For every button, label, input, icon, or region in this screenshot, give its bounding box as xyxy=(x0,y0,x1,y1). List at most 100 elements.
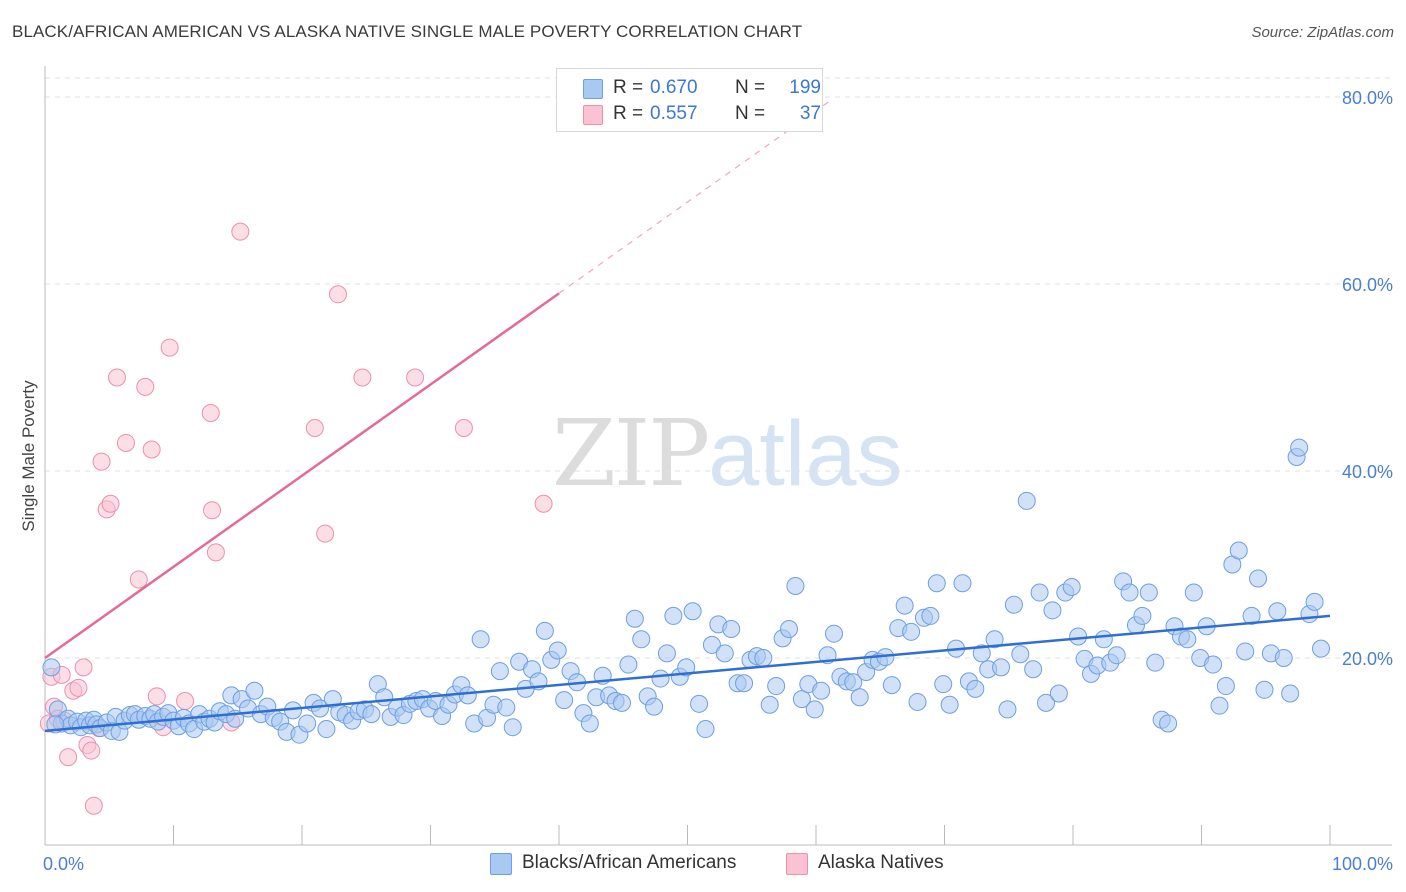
data-point xyxy=(1204,655,1223,674)
y-tick-label: 60.0% xyxy=(1342,275,1393,295)
data-point xyxy=(664,606,683,625)
data-point xyxy=(1242,606,1261,625)
data-point xyxy=(362,705,381,724)
data-point xyxy=(953,574,972,593)
data-point xyxy=(683,602,702,621)
data-point xyxy=(1268,602,1287,621)
data-point xyxy=(657,644,676,663)
data-point xyxy=(458,686,477,705)
data-point xyxy=(812,681,831,700)
chart-title: BLACK/AFRICAN AMERICAN VS ALASKA NATIVE … xyxy=(12,22,803,41)
x-tick-label: 0.0% xyxy=(43,854,84,874)
data-point xyxy=(231,222,250,241)
data-point xyxy=(1133,606,1152,625)
data-point xyxy=(786,577,805,596)
data-point xyxy=(203,501,222,520)
data-point xyxy=(940,695,959,714)
data-point xyxy=(129,570,148,589)
data-point xyxy=(702,635,721,654)
data-point xyxy=(908,692,927,711)
data-point xyxy=(1159,714,1178,733)
data-point xyxy=(116,433,135,452)
data-point xyxy=(454,418,473,437)
data-point xyxy=(625,609,644,628)
data-point xyxy=(998,700,1017,719)
data-point xyxy=(767,677,786,696)
data-point xyxy=(805,700,824,719)
data-point xyxy=(1017,491,1036,510)
data-point xyxy=(497,698,516,717)
data-point xyxy=(1139,583,1158,602)
data-point xyxy=(1120,583,1139,602)
data-point xyxy=(850,688,869,707)
data-point xyxy=(1281,684,1300,703)
data-point xyxy=(632,630,651,649)
data-point xyxy=(298,714,317,733)
data-point xyxy=(490,662,509,681)
data-point xyxy=(612,693,631,712)
data-point xyxy=(82,741,101,760)
data-point xyxy=(160,338,179,357)
data-point xyxy=(316,524,335,543)
data-point xyxy=(328,285,347,304)
data-point xyxy=(534,494,553,513)
data-point xyxy=(176,692,195,711)
data-point xyxy=(1011,645,1030,664)
legend-n-label: N = xyxy=(735,77,766,98)
data-point xyxy=(548,641,567,660)
data-point xyxy=(84,796,103,815)
data-point xyxy=(824,624,843,643)
trend-line-alaska xyxy=(44,292,560,660)
series-swatch-blacks xyxy=(490,853,512,875)
data-point xyxy=(677,658,696,677)
data-point xyxy=(92,452,111,471)
data-point xyxy=(735,674,754,693)
data-point xyxy=(722,620,741,639)
data-point xyxy=(1107,646,1126,665)
data-point xyxy=(1094,630,1113,649)
data-point xyxy=(1236,642,1255,661)
data-point xyxy=(1184,583,1203,602)
axis-labels: 20.0% 40.0% 60.0% 80.0% 0.0% 100.0% Single Mal… xyxy=(19,88,1393,874)
data-point xyxy=(645,697,664,716)
data-point xyxy=(690,694,709,713)
data-point xyxy=(535,621,554,640)
data-point xyxy=(1069,627,1088,646)
data-point xyxy=(985,630,1004,649)
data-point xyxy=(1229,541,1248,560)
watermark-zip: ZIP xyxy=(552,400,710,507)
data-point xyxy=(305,418,324,437)
data-point xyxy=(1274,649,1293,667)
data-point xyxy=(1255,680,1274,699)
correlation-legend: R = 0.670 N = 199 R = 0.557 N = 37 xyxy=(556,68,823,132)
data-point xyxy=(844,673,863,692)
data-point xyxy=(74,658,93,677)
legend-r-label: R = xyxy=(613,77,644,98)
series-swatch-alaska xyxy=(786,853,808,875)
data-point xyxy=(754,649,773,667)
y-tick-label: 40.0% xyxy=(1342,462,1393,482)
data-point xyxy=(1024,660,1043,679)
series-label-blacks: Blacks/African Americans xyxy=(522,852,737,873)
data-point xyxy=(353,368,372,387)
series-legend: Blacks/African Americans Alaska Natives xyxy=(0,852,1406,878)
data-point xyxy=(1178,630,1197,649)
data-point xyxy=(792,690,811,709)
data-point xyxy=(651,669,670,688)
data-point xyxy=(142,440,161,459)
series-label-alaska: Alaska Natives xyxy=(818,852,944,873)
data-point xyxy=(42,658,61,677)
data-point xyxy=(1216,677,1235,696)
data-point xyxy=(147,687,166,706)
data-point xyxy=(201,404,220,423)
data-point xyxy=(1004,595,1023,614)
data-point xyxy=(136,377,155,396)
data-point xyxy=(107,368,126,387)
data-point xyxy=(69,678,88,697)
legend-n-value: 37 xyxy=(799,103,821,124)
watermark-atlas: atlas xyxy=(708,403,903,505)
data-point xyxy=(696,720,715,739)
data-point xyxy=(245,681,264,700)
legend-r-value: 0.670 xyxy=(650,77,698,98)
